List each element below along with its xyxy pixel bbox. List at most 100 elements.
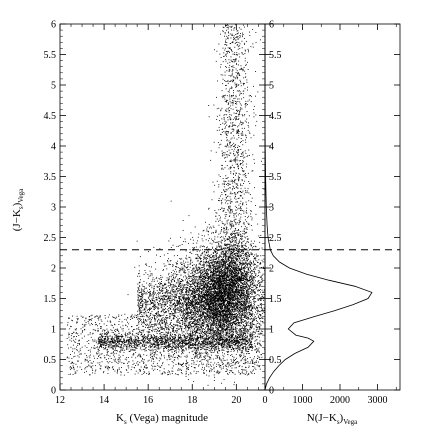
scatter-point: [204, 309, 205, 311]
scatter-point: [162, 326, 163, 328]
scatter-point: [218, 264, 220, 266]
scatter-point: [233, 268, 235, 270]
scatter-point: [259, 270, 260, 272]
scatter-point: [150, 273, 152, 275]
scatter-point: [208, 329, 210, 330]
scatter-point: [196, 356, 198, 358]
scatter-point: [175, 324, 177, 326]
scatter-point: [210, 339, 212, 341]
scatter-point: [165, 299, 167, 301]
scatter-point: [221, 297, 223, 299]
scatter-point: [198, 320, 200, 322]
scatter-point: [248, 315, 250, 317]
scatter-point: [221, 252, 223, 254]
scatter-point: [193, 304, 195, 306]
scatter-point: [234, 280, 236, 282]
scatter-point: [219, 322, 220, 324]
scatter-point: [224, 272, 226, 274]
scatter-point: [210, 323, 212, 325]
scatter-point: [159, 278, 161, 280]
scatter-point: [237, 274, 239, 276]
scatter-point: [176, 274, 177, 275]
scatter-point: [245, 320, 247, 322]
scatter-point: [205, 282, 207, 284]
scatter-point: [195, 270, 197, 272]
scatter-point: [142, 315, 144, 317]
scatter-point: [187, 324, 189, 326]
scatter-point: [235, 308, 237, 310]
scatter-point: [211, 312, 213, 314]
scatter-point: [207, 246, 208, 248]
scatter-point: [236, 302, 238, 304]
scatter-point: [174, 297, 176, 298]
scatter-point: [185, 291, 187, 293]
scatter-point: [169, 315, 171, 317]
scatter-point: [202, 288, 204, 290]
scatter-point: [243, 292, 245, 293]
scatter-point: [159, 289, 160, 291]
scatter-point: [142, 330, 144, 332]
scatter-point: [208, 263, 210, 265]
scatter-point: [199, 249, 201, 251]
scatter-point: [226, 303, 228, 305]
scatter-point: [261, 289, 263, 291]
scatter-point: [205, 286, 207, 288]
scatter-point: [186, 316, 188, 318]
scatter-point: [251, 278, 253, 279]
scatter-point: [179, 296, 181, 298]
scatter-point: [177, 304, 178, 306]
scatter-point: [177, 358, 179, 360]
scatter-point: [186, 308, 188, 310]
scatter-point: [212, 332, 213, 334]
scatter-point: [207, 329, 209, 331]
scatter-point: [177, 320, 178, 322]
scatter-point: [221, 304, 223, 306]
scatter-point: [212, 336, 213, 338]
scatter-point: [233, 334, 234, 335]
scatter-point: [127, 294, 129, 296]
scatter-point: [230, 302, 231, 304]
scatter-point: [242, 358, 243, 360]
scatter-point: [205, 321, 207, 323]
scatter-point: [194, 312, 196, 314]
scatter-point: [143, 291, 145, 293]
scatter-point: [204, 287, 206, 289]
scatter-point: [215, 324, 217, 325]
scatter-point: [218, 341, 220, 343]
scatter-point: [237, 260, 239, 262]
scatter-point: [176, 293, 178, 295]
scatter-point: [226, 346, 228, 347]
scatter-point: [261, 281, 262, 283]
scatter-point: [217, 267, 218, 269]
scatter-point: [187, 330, 189, 331]
scatter-point: [185, 289, 187, 291]
scatter-point: [228, 289, 229, 291]
scatter-point: [221, 226, 223, 228]
scatter-point: [209, 281, 211, 282]
scatter-point: [199, 283, 201, 285]
scatter-point: [245, 292, 247, 294]
scatter-point: [187, 269, 189, 271]
scatter-point: [204, 269, 206, 271]
scatter-point: [196, 348, 198, 350]
scatter-point: [197, 286, 199, 288]
scatter-point: [172, 338, 174, 340]
scatter-point: [188, 307, 190, 309]
scatter-point: [146, 287, 147, 289]
scatter-point: [190, 301, 192, 303]
scatter-point: [139, 308, 141, 310]
scatter-point: [215, 292, 217, 293]
scatter-point: [186, 313, 187, 315]
scatter-point: [194, 294, 196, 296]
scatter-point: [256, 323, 258, 324]
scatter-point: [199, 313, 201, 315]
scatter-point: [210, 336, 212, 338]
scatter-point: [192, 325, 194, 327]
scatter-point: [228, 305, 229, 307]
scatter-point: [185, 306, 187, 308]
scatter-point: [174, 298, 176, 300]
scatter-point: [198, 233, 200, 235]
scatter-point: [235, 295, 237, 297]
scatter-point: [164, 265, 165, 267]
scatter-point: [163, 295, 165, 296]
